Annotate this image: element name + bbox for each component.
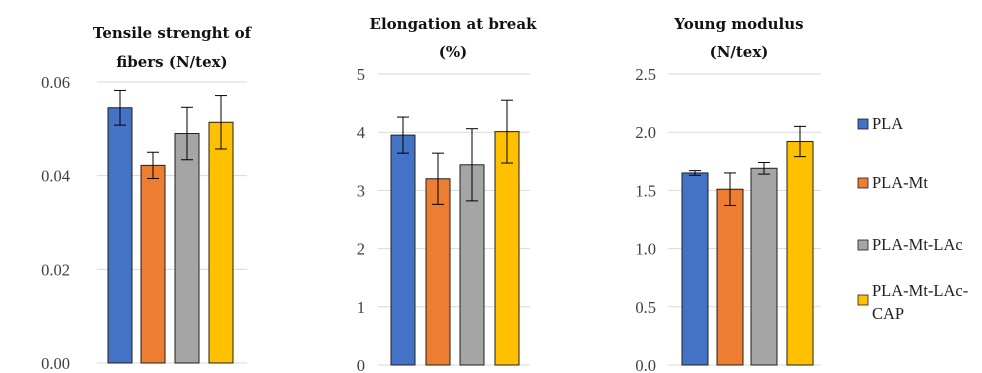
legend-label-line: CAP bbox=[872, 304, 904, 323]
y-tick-label: 2.5 bbox=[635, 65, 656, 84]
bar bbox=[107, 107, 133, 364]
y-tick-label: 0.04 bbox=[41, 167, 70, 186]
y-tick-label: 5 bbox=[357, 65, 365, 84]
y-tick-label: 2 bbox=[357, 240, 365, 259]
legend: PLA PLA-Mt PLA-Mt-LAc PLA-Mt-LAc- CAP bbox=[857, 114, 972, 323]
y-axis-ticks: 0.0 0.5 1.0 1.5 2.0 2.5 bbox=[635, 65, 656, 373]
bar bbox=[425, 178, 451, 366]
chart-title-line: (%) bbox=[439, 43, 467, 61]
y-tick-label: 0.0 bbox=[635, 356, 656, 373]
y-tick-label: 0.06 bbox=[41, 73, 70, 92]
bar bbox=[750, 167, 778, 366]
legend-label-line: PLA-Mt-LAc- bbox=[872, 281, 968, 300]
bar bbox=[174, 133, 200, 364]
y-axis-ticks: 0 1 2 3 4 5 bbox=[357, 65, 365, 373]
bars bbox=[681, 125, 814, 366]
chart-title-line: Elongation at break bbox=[370, 15, 538, 33]
chart-title-line: Tensile strenght of bbox=[93, 24, 253, 42]
y-tick-label: 1 bbox=[357, 298, 365, 317]
legend-label: PLA-Mt-LAc bbox=[872, 235, 963, 254]
y-tick-label: 2.0 bbox=[635, 123, 656, 142]
legend-swatch bbox=[857, 239, 869, 251]
bars bbox=[107, 89, 234, 364]
chart-title-line: (N/tex) bbox=[710, 43, 769, 61]
bar bbox=[786, 141, 814, 366]
legend-label: PLA bbox=[872, 114, 903, 133]
y-tick-label: 0.00 bbox=[41, 354, 70, 373]
y-tick-label: 3 bbox=[357, 181, 365, 200]
chart-tensile-strength: Tensile strenght of fibers (N/tex) 0.000… bbox=[41, 24, 253, 373]
bar bbox=[716, 188, 744, 366]
y-tick-label: 0.02 bbox=[41, 260, 70, 279]
legend-label: PLA-Mt-LAc- CAP bbox=[872, 281, 972, 323]
y-tick-label: 0.5 bbox=[635, 298, 656, 317]
legend-swatch bbox=[857, 118, 869, 130]
chart-elongation-at-break: Elongation at break (%) 0 1 2 3 4 5 bbox=[357, 15, 537, 373]
bar bbox=[208, 121, 234, 364]
y-tick-label: 0 bbox=[357, 356, 365, 373]
legend-swatch bbox=[857, 294, 869, 306]
bars bbox=[390, 99, 520, 366]
bar bbox=[494, 131, 520, 366]
chart-title-line: Young modulus bbox=[673, 15, 803, 33]
legend-label: PLA-Mt bbox=[872, 173, 928, 192]
y-axis-ticks: 0.00 0.02 0.04 0.06 bbox=[41, 73, 70, 373]
bar bbox=[681, 172, 709, 366]
bar bbox=[390, 134, 416, 366]
chart-title-line: fibers (N/tex) bbox=[116, 53, 227, 71]
y-tick-label: 1.0 bbox=[635, 240, 656, 259]
bar bbox=[140, 164, 166, 364]
y-tick-label: 4 bbox=[357, 123, 365, 142]
legend-swatch bbox=[857, 177, 869, 189]
y-tick-label: 1.5 bbox=[635, 181, 656, 200]
chart-young-modulus: Young modulus (N/tex) 0.0 0.5 1.0 1.5 2.0 2.5 bbox=[635, 15, 821, 373]
